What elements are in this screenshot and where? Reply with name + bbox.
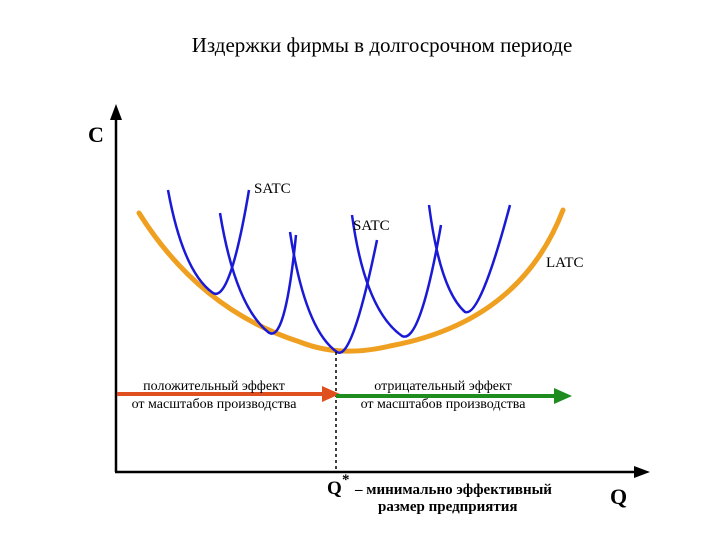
satc-curve-3 [288,231,379,354]
optimum-superscript: * [342,472,350,488]
negative-effect-label-line2: от масштабов производства [361,397,527,412]
latc-curve [136,207,566,354]
positive-effect-arrowhead [322,386,340,402]
satc-curve-2 [218,212,298,335]
positive-effect-label-line2: от масштабов производства [132,397,298,412]
latc-label: LATC [546,255,584,271]
satc-label-1: SATC [254,181,291,197]
positive-effect-label-line1: положительный эффект [143,379,285,394]
satc-curve-4 [350,214,443,338]
satc-curves [166,189,512,354]
satc-label-2: SATC [353,218,390,234]
satc-curve-5 [427,204,512,314]
negative-effect-arrowhead [554,388,572,404]
negative-effect-label-line1: отрицательный эффект [374,379,511,394]
x-axis-label: Q [610,484,627,509]
diagram-title: Издержки фирмы в долгосрочном периоде [192,33,573,57]
satc-curve-1 [166,189,251,296]
x-axis-arrowhead [634,466,650,478]
y-axis-arrowhead [110,104,122,120]
optimum-symbol: Q [327,478,342,499]
y-axis-label: C [88,122,104,147]
optimum-caption-line2: размер предприятия [378,499,518,515]
optimum-caption-line1: – минимально эффективный [354,482,552,498]
